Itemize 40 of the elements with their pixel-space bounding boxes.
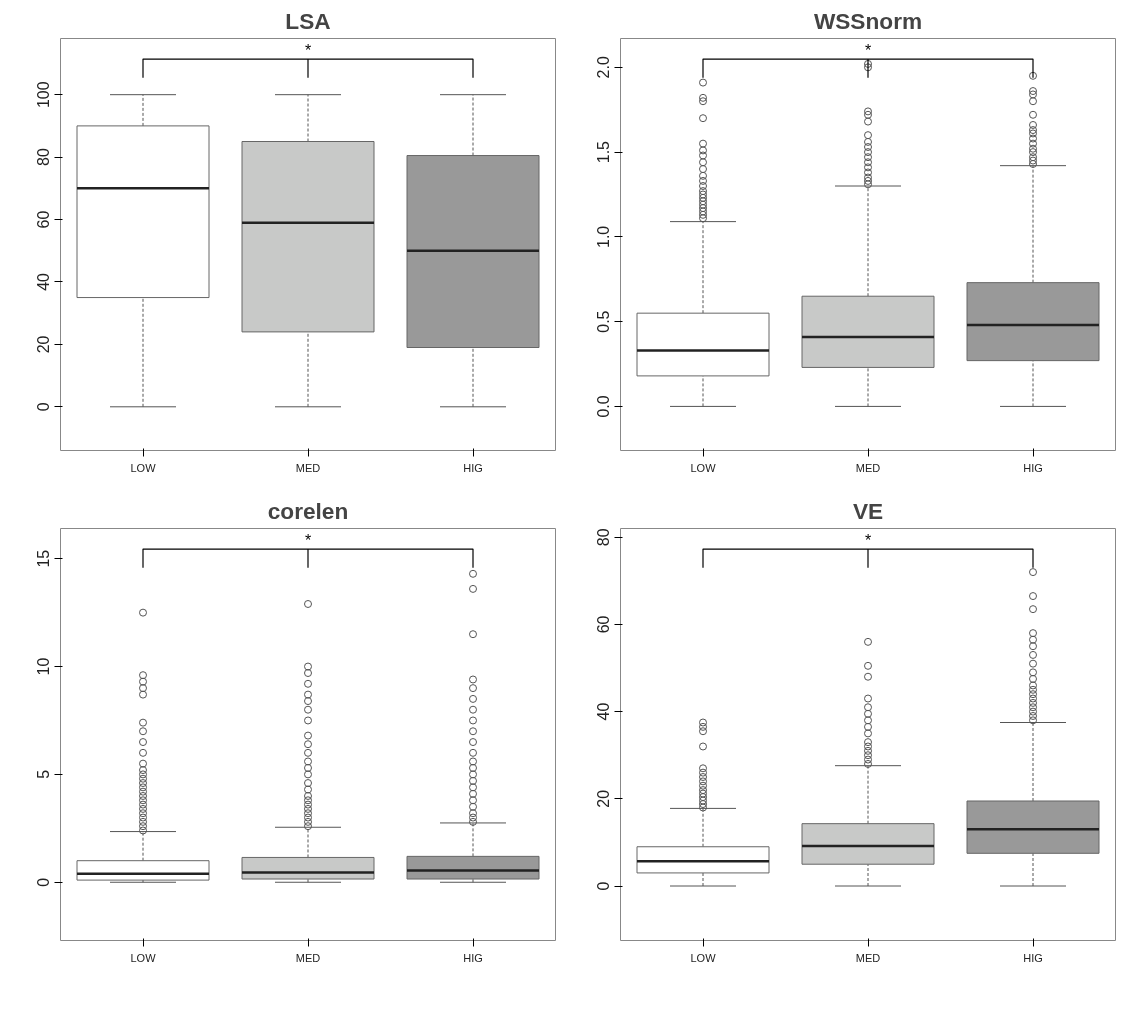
y-tick-label: 40 bbox=[595, 702, 613, 721]
y-tick-label: 20 bbox=[595, 789, 613, 808]
y-tick-label: 100 bbox=[35, 81, 53, 109]
y-tick-label: 60 bbox=[35, 210, 53, 229]
y-tick-label: 0.5 bbox=[595, 310, 613, 333]
y-tick-label: 15 bbox=[35, 549, 53, 568]
y-tick-label: 80 bbox=[35, 148, 53, 166]
y-tick-label: 0 bbox=[35, 877, 53, 887]
x-tick-label: MED bbox=[295, 461, 321, 474]
x-tick-label: MED bbox=[855, 951, 881, 964]
annotation: * bbox=[864, 532, 872, 550]
x-tick-label: HIG bbox=[1023, 951, 1043, 964]
y-tick-label: 40 bbox=[35, 272, 53, 291]
chart-title: VE bbox=[852, 497, 884, 524]
y-tick-label: 2.0 bbox=[595, 56, 613, 79]
x-tick-label: LOW bbox=[690, 951, 717, 964]
x-tick-label: HIG bbox=[1023, 461, 1043, 474]
annotation: * bbox=[304, 42, 312, 60]
y-tick-label: 5 bbox=[35, 769, 53, 779]
x-tick-label: MED bbox=[295, 951, 321, 964]
y-tick-label: 1.5 bbox=[595, 140, 613, 164]
annotation: * bbox=[864, 42, 872, 60]
x-tick-label: LOW bbox=[690, 461, 717, 474]
x-tick-label: LOW bbox=[130, 461, 157, 474]
chart-title: corelen bbox=[267, 497, 349, 524]
y-tick-label: 0 bbox=[595, 881, 613, 891]
y-tick-label: 80 bbox=[595, 528, 613, 547]
y-tick-label: 0.0 bbox=[595, 395, 613, 418]
chart-title: LSA bbox=[285, 7, 331, 34]
x-tick-label: HIG bbox=[463, 951, 483, 964]
y-tick-label: 10 bbox=[35, 657, 53, 676]
annotation: * bbox=[304, 532, 312, 550]
x-tick-label: MED bbox=[855, 461, 881, 474]
x-tick-label: HIG bbox=[463, 461, 483, 474]
chart-title: WSSnorm bbox=[813, 7, 923, 34]
y-tick-label: 1.0 bbox=[595, 225, 613, 248]
y-tick-label: 60 bbox=[595, 615, 613, 634]
y-tick-label: 0 bbox=[35, 402, 53, 412]
x-tick-label: LOW bbox=[130, 951, 157, 964]
y-tick-label: 20 bbox=[35, 335, 53, 354]
